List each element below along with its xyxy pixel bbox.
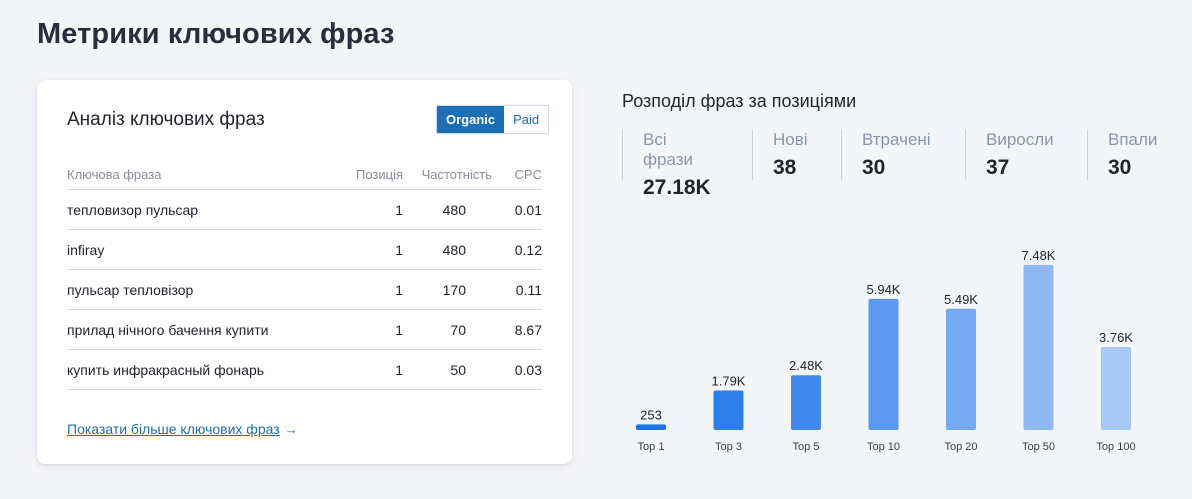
column-header-frequency[interactable]: Частотність: [421, 167, 492, 182]
bar-value-label: 5.49K: [944, 292, 978, 307]
x-tick-label: Top 1: [638, 441, 665, 453]
bar-top-10[interactable]: [868, 298, 899, 430]
x-tick-label: Top 5: [793, 441, 820, 453]
keyword-phrase: пульсар тепловізор: [67, 281, 194, 298]
stat-value: 30: [1108, 156, 1132, 179]
keyword-frequency: 50: [450, 361, 466, 378]
x-tick-label: Top 3: [715, 441, 742, 453]
stat-label: Нові: [773, 130, 808, 149]
card-title: Аналіз ключових фраз: [67, 109, 265, 130]
keywords-table: Ключова фраза Позиція Частотність CPC те…: [67, 160, 542, 390]
bar-top-3[interactable]: [713, 390, 744, 430]
bar-top-20[interactable]: [946, 308, 976, 430]
keyword-phrase: тепловизор пульсар: [67, 201, 199, 218]
organic-toggle-button[interactable]: Organic: [437, 106, 505, 133]
column-header-position[interactable]: Позиція: [355, 167, 403, 182]
keyword-phrase: прилад нічного бачення купити: [67, 321, 269, 338]
page-title: Метрики ключових фраз: [37, 18, 395, 50]
stat-label: Всі фрази: [643, 130, 693, 169]
keyword-cpc: 0.03: [514, 361, 542, 378]
table-row: прилад нічного бачення купити 1 70 8.67: [67, 310, 542, 350]
keyword-position: 1: [395, 321, 403, 338]
bar-value-label: 5.94K: [867, 282, 901, 297]
keyword-cpc: 0.11: [515, 281, 542, 298]
keyword-cpc: 0.01: [514, 201, 542, 218]
bar-top-50[interactable]: [1023, 264, 1054, 430]
stat-value: 38: [773, 156, 797, 179]
keyword-cpc: 0.12: [514, 241, 542, 258]
show-more-keywords-link[interactable]: Показати більше ключових фраз →: [67, 421, 298, 437]
keyword-frequency: 480: [442, 201, 466, 218]
position-distribution-chart: 253 Top 1 1.79K Top 3 2.48K Top 5 5.94K Top 10 5…: [622, 232, 1152, 462]
bar-value-label: 1.79K: [712, 373, 746, 388]
distribution-title: Розподіл фраз за позиціями: [622, 91, 857, 111]
keyword-position: 1: [395, 361, 403, 378]
keyword-phrase: купить инфракрасный фонарь: [67, 361, 265, 378]
keyword-frequency: 480: [442, 241, 466, 258]
stat-value: 37: [986, 156, 1010, 179]
keyword-cpc: 8.67: [514, 321, 542, 338]
bar-top-100[interactable]: [1101, 346, 1131, 430]
stat-label: Втрачені: [862, 130, 931, 149]
arrow-right-icon: →: [284, 422, 298, 437]
stat-label: Впали: [1108, 130, 1158, 149]
stat-value: 27.18K: [643, 176, 711, 199]
keyword-phrase: infiray: [67, 241, 105, 258]
keyword-position: 1: [395, 201, 403, 218]
x-tick-label: Top 10: [867, 441, 900, 453]
table-row: купить инфракрасный фонарь 1 50 0.03: [67, 350, 542, 390]
keyword-position: 1: [395, 281, 403, 298]
table-row: infiray 1 480 0.12: [67, 230, 542, 270]
stat-all-phrases: Всі фрази 27.18K: [622, 130, 711, 199]
paid-toggle-button[interactable]: Paid: [504, 106, 549, 133]
column-header-cpc[interactable]: CPC: [514, 167, 542, 182]
bar-value-label: 3.76K: [1099, 330, 1133, 345]
bar-top-1[interactable]: [636, 424, 666, 430]
show-more-keywords-label: Показати більше ключових фраз: [67, 421, 280, 437]
stat-label: Виросли: [986, 130, 1054, 149]
bar-top-5[interactable]: [791, 375, 821, 430]
stat-lost: Втрачені 30: [841, 130, 931, 180]
keyword-frequency: 70: [450, 321, 466, 338]
x-tick-label: Top 20: [944, 441, 977, 453]
table-row: пульсар тепловізор 1 170 0.11: [67, 270, 542, 310]
x-tick-label: Top 50: [1022, 441, 1055, 453]
keyword-position: 1: [395, 241, 403, 258]
stat-new: Нові 38: [752, 130, 808, 180]
stat-declined: Впали 30: [1087, 130, 1157, 180]
keyword-frequency: 170: [442, 281, 466, 298]
bar-chart-svg: 253 Top 1 1.79K Top 3 2.48K Top 5 5.94K Top 10 5…: [636, 248, 1136, 453]
organic-paid-toggle: Organic Paid: [436, 105, 550, 134]
table-row: тепловизор пульсар 1 480 0.01: [67, 190, 542, 230]
bar-value-label: 253: [640, 407, 662, 422]
bar-value-label: 7.48K: [1022, 248, 1056, 263]
stat-improved: Виросли 37: [965, 130, 1054, 180]
keywords-card: Аналіз ключових фраз Organic Paid Ключов…: [37, 80, 572, 464]
column-header-phrase[interactable]: Ключова фраза: [67, 167, 162, 182]
x-tick-label: Top 100: [1096, 441, 1135, 453]
bar-value-label: 2.48K: [789, 358, 823, 373]
table-header: Ключова фраза Позиція Частотність CPC: [67, 160, 542, 190]
stat-value: 30: [862, 156, 886, 179]
